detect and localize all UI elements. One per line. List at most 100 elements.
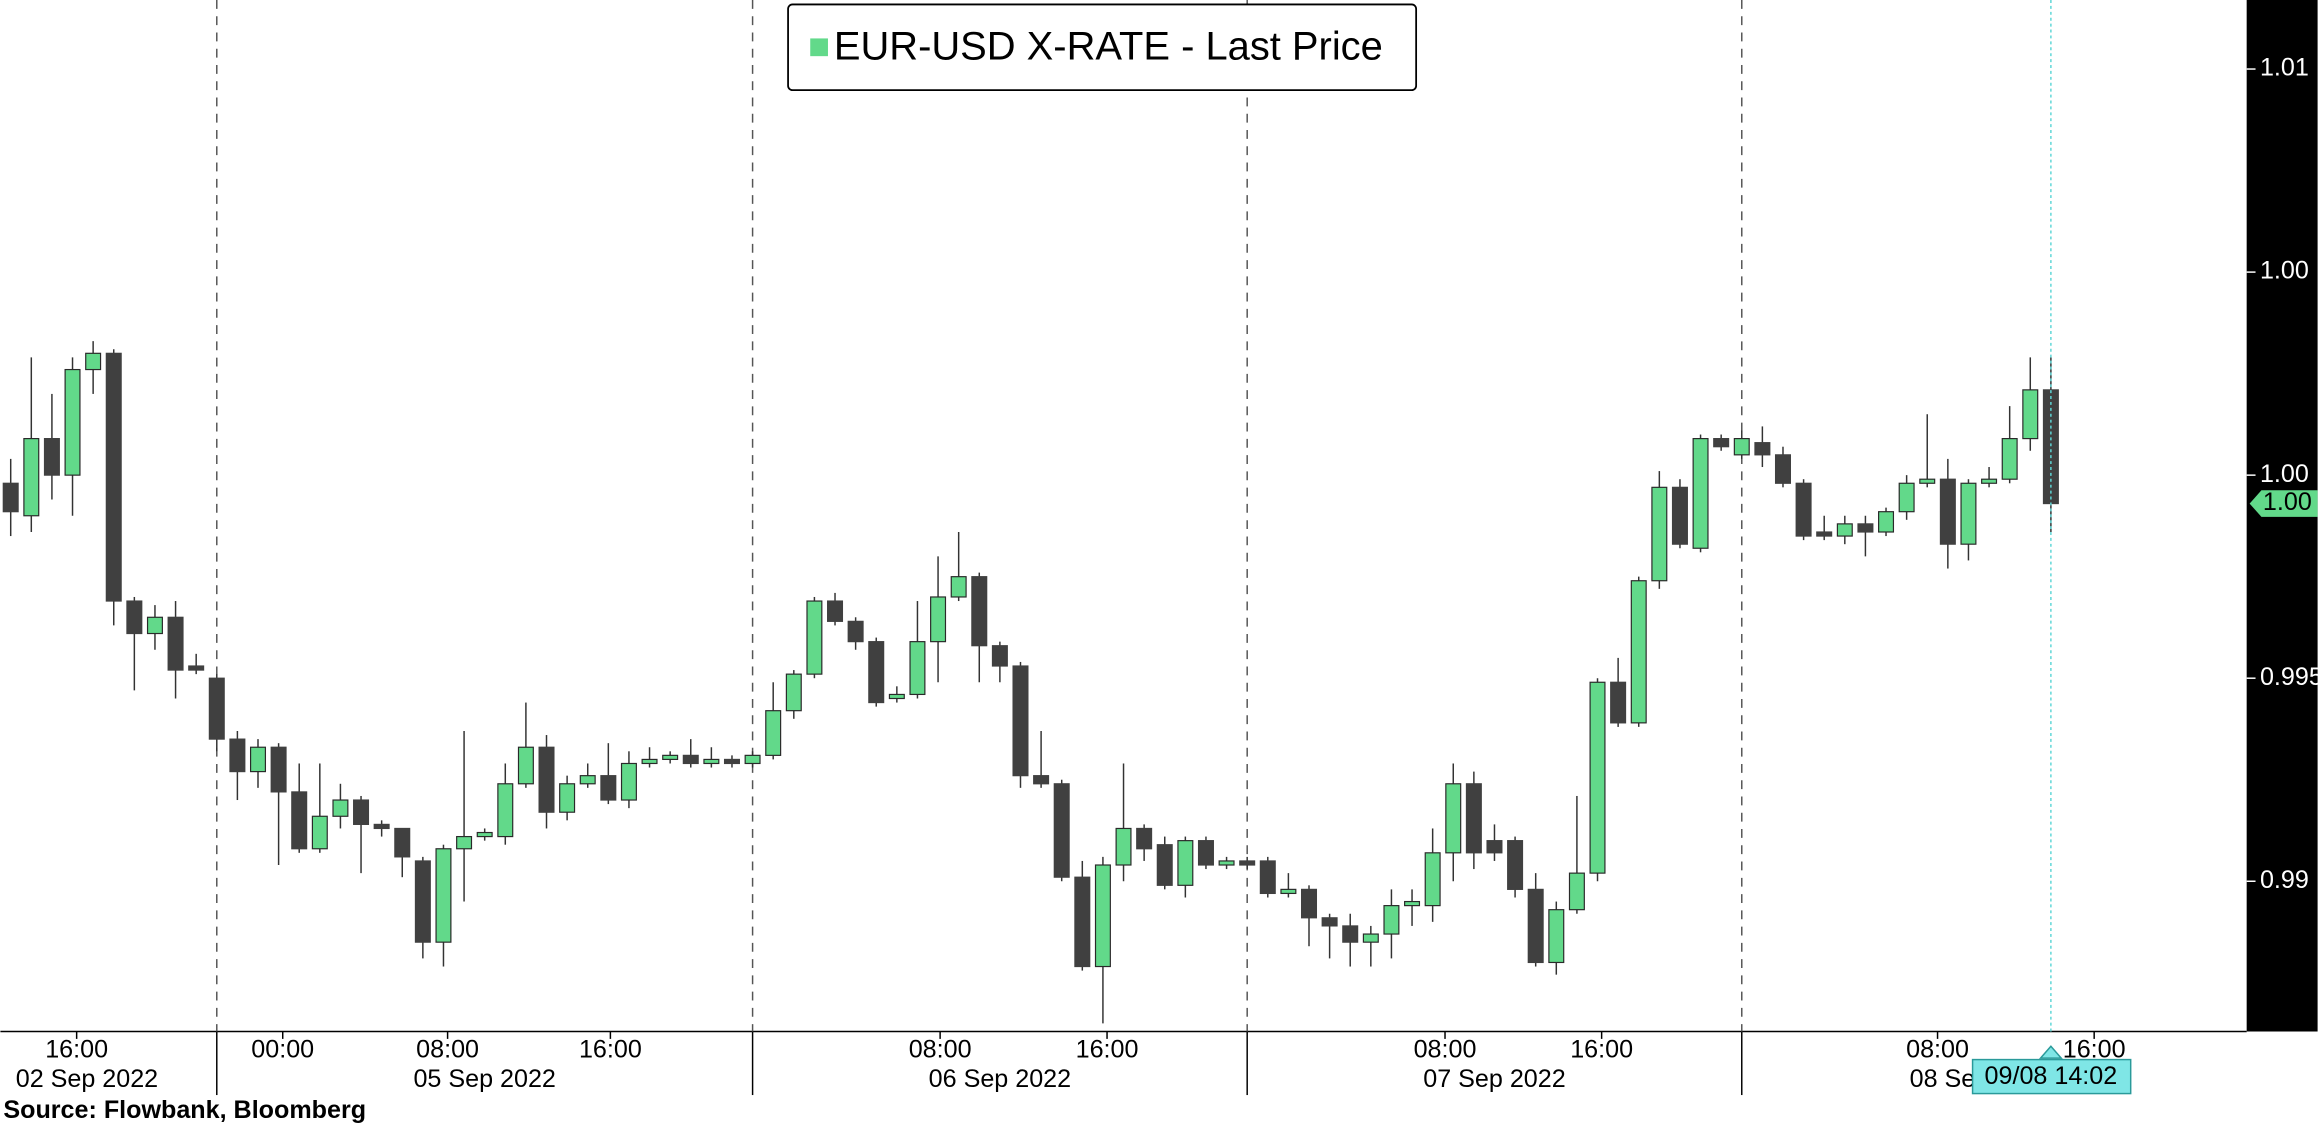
candle-body-down — [105, 352, 122, 602]
y-tick-label: 0.99 — [2260, 866, 2309, 894]
candle-body-down — [847, 620, 864, 643]
legend-box — [787, 3, 1418, 92]
candle-body-up — [620, 762, 637, 801]
candle-body-down — [971, 576, 988, 647]
candle-body-up — [85, 352, 102, 371]
candle-body-up — [2022, 389, 2039, 440]
x-tick-label: 08:00 — [909, 1035, 972, 1063]
candle-body-down — [1074, 876, 1091, 968]
candle-body-up — [930, 596, 947, 643]
x-tick-label: 16:00 — [579, 1035, 642, 1063]
candle-body-down — [1033, 775, 1050, 785]
candle-body-down — [43, 438, 60, 476]
candle-body-down — [1857, 523, 1874, 533]
y-tick-label: 1.00 — [2260, 460, 2309, 488]
candle-body-up — [517, 746, 534, 785]
candle-body-up — [1094, 864, 1111, 968]
candle-body-up — [1404, 900, 1421, 907]
x-tick-label: 00:00 — [251, 1035, 314, 1063]
candle-body-down — [1795, 482, 1812, 537]
candle-body-up — [64, 368, 81, 476]
x-tick-label: 16:00 — [1076, 1035, 1139, 1063]
candle-body-up — [476, 831, 493, 838]
candle-body-down — [229, 738, 246, 773]
candle-body-down — [373, 823, 390, 830]
candle-body-down — [414, 860, 431, 943]
candle-body-down — [1259, 860, 1276, 895]
candle-body-up — [559, 783, 576, 813]
candle-body-up — [744, 754, 761, 765]
candle-body-up — [1960, 482, 1977, 545]
date-label: 05 Sep 2022 — [413, 1065, 555, 1093]
candle-body-down — [538, 746, 555, 813]
candle-body-down — [1197, 840, 1214, 866]
candle-body-up — [806, 600, 823, 675]
candle-body-up — [1919, 478, 1936, 484]
legend-label: EUR-USD X-RATE - Last Price — [834, 24, 1383, 68]
candle-body-up — [1445, 783, 1462, 854]
cursor-box — [1971, 1058, 2132, 1095]
candle-body-up — [146, 616, 163, 635]
candle-body-up — [23, 438, 40, 517]
candle-body-up — [435, 848, 452, 943]
date-label: 07 Sep 2022 — [1423, 1065, 1565, 1093]
candle-body-up — [1424, 852, 1441, 907]
candle-body-up — [332, 799, 349, 817]
candle-body-down — [1671, 486, 1688, 545]
y-tick-label: 0.995 — [2260, 663, 2318, 691]
candle-body-down — [682, 754, 699, 765]
candle-body-down — [188, 665, 205, 671]
x-tick-label: 16:00 — [1570, 1035, 1633, 1063]
candle-body-up — [497, 783, 514, 838]
candle-body-up — [1651, 486, 1668, 582]
candle-body-down — [1342, 925, 1359, 943]
candle-body-down — [1012, 665, 1029, 777]
candle-body-up — [785, 673, 802, 712]
candle-body-up — [1836, 523, 1853, 537]
candle-body-down — [1321, 917, 1338, 927]
candle-body-up — [765, 710, 782, 756]
candle-body-up — [1733, 438, 1750, 456]
candle-body-up — [1362, 933, 1379, 943]
candle-body-down — [1713, 438, 1730, 448]
candle-body-up — [1218, 860, 1235, 866]
candle-body-down — [723, 758, 740, 765]
candle-body-up — [579, 775, 596, 785]
candle-body-up — [703, 758, 720, 765]
x-tick-label: 08:00 — [416, 1035, 479, 1063]
x-tick-label: 08:00 — [1414, 1035, 1477, 1063]
candle-body-down — [167, 616, 184, 671]
candle-body-down — [208, 677, 225, 740]
candle-body-up — [1383, 905, 1400, 935]
candle-body-up — [1981, 478, 1998, 484]
date-label: 06 Sep 2022 — [929, 1065, 1071, 1093]
candle-body-down — [1136, 827, 1153, 850]
candle-body-up — [1878, 511, 1895, 533]
candle-body-down — [600, 775, 617, 801]
candle-body-down — [270, 746, 287, 793]
candle-body-down — [1300, 888, 1318, 919]
candle-body-up — [1898, 482, 1915, 513]
candle-body-up — [909, 641, 926, 696]
candle-body-up — [249, 746, 267, 773]
candle-body-up — [1692, 438, 1709, 549]
candle-body-up — [950, 576, 967, 598]
candle-body-up — [888, 693, 905, 700]
y-tick-label: 1.00 — [2260, 257, 2309, 285]
candle-body-up — [1177, 840, 1194, 886]
candle-body-down — [353, 799, 370, 825]
candle-body-up — [1568, 872, 1585, 911]
candle-body-up — [662, 754, 679, 761]
candle-body-down — [1465, 783, 1482, 854]
candle-body-up — [1280, 888, 1297, 895]
candle-body-down — [827, 600, 844, 622]
candle-body-down — [394, 827, 411, 858]
x-tick-label: 16:00 — [2063, 1035, 2126, 1063]
candle-body-up — [641, 758, 658, 765]
candle-body-up — [311, 815, 328, 850]
candle-body-down — [1053, 783, 1070, 878]
candle-body-down — [1507, 840, 1524, 890]
candle-body-down — [1610, 681, 1627, 724]
